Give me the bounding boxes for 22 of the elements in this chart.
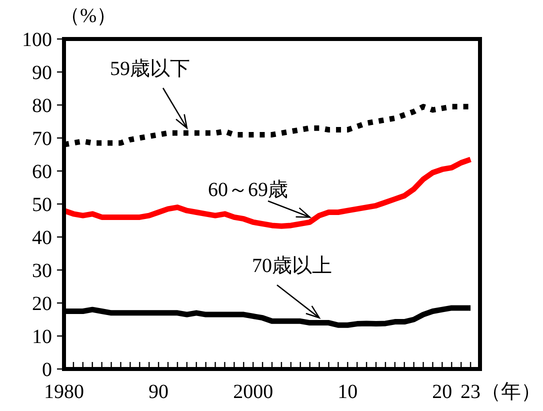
x-tick-label: 2000 xyxy=(233,381,274,403)
y-tick-label: 60 xyxy=(32,161,52,183)
x-tick-label: 1980 xyxy=(44,381,84,403)
x-tick-label: 23 xyxy=(460,381,481,403)
y-tick-label: 50 xyxy=(32,194,52,216)
y-tick-label: 10 xyxy=(32,326,52,348)
y-tick-label: 20 xyxy=(32,293,52,315)
x-tick-label: 10 xyxy=(338,381,358,403)
y-tick-label: 0 xyxy=(42,359,52,381)
x-tick-label: 90 xyxy=(148,381,169,403)
series-label: 70歳以上 xyxy=(252,255,332,277)
y-tick-label: 90 xyxy=(32,62,52,84)
y-tick-label: 80 xyxy=(32,95,52,117)
y-tick-label: 30 xyxy=(32,260,52,282)
x-axis-title: （年） xyxy=(481,381,541,403)
y-tick-label: 70 xyxy=(32,128,52,150)
y-axis-title: （%） xyxy=(60,5,117,27)
text: 59歳以下 xyxy=(110,58,190,80)
x-tick-label: 20 xyxy=(432,381,452,403)
y-tick-label: 40 xyxy=(32,227,52,249)
series-label: 60～69歳 xyxy=(208,179,288,201)
y-tick-label: 100 xyxy=(22,29,52,51)
